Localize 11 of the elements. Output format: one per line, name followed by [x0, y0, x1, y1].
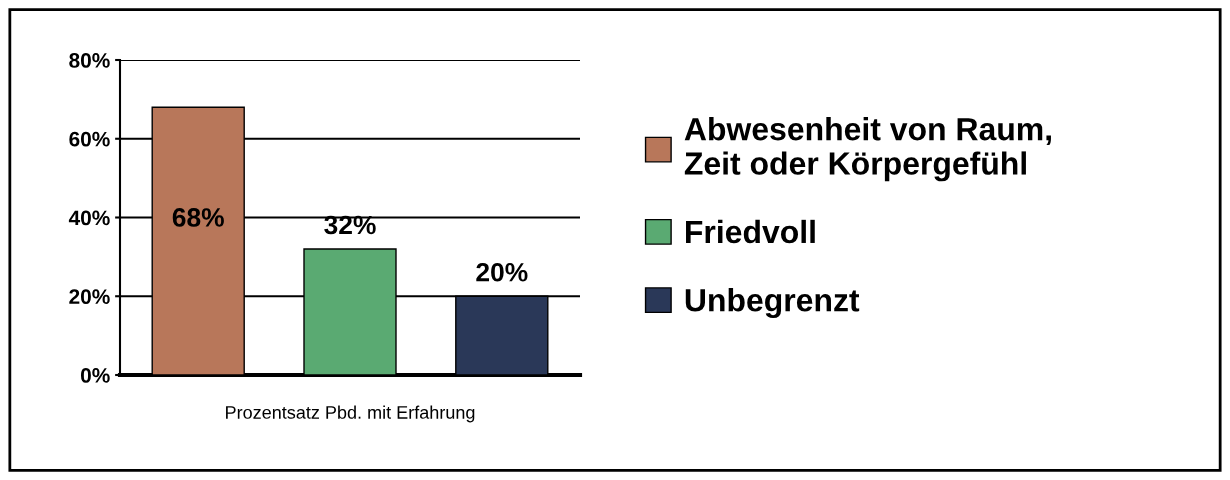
y-tick-label: 20% [69, 289, 110, 304]
y-tick-label: 0% [80, 368, 110, 383]
x-tick-label: Prozentsatz Pbd. mit Erfahrung [226, 405, 475, 423]
legend-label: Friedvoll [686, 219, 815, 244]
legend-label: Unbegrenzt [685, 288, 860, 319]
data-label: 20% [476, 262, 528, 282]
data-label: 68% [172, 208, 224, 227]
legend-label: Abwesenheit von Raum, Zeit oder Körpergefühl [684, 116, 1051, 182]
y-tick-label: 80% [69, 53, 110, 68]
y-tick-label: 40% [68, 210, 110, 226]
y-tick-label: 60% [69, 131, 110, 147]
